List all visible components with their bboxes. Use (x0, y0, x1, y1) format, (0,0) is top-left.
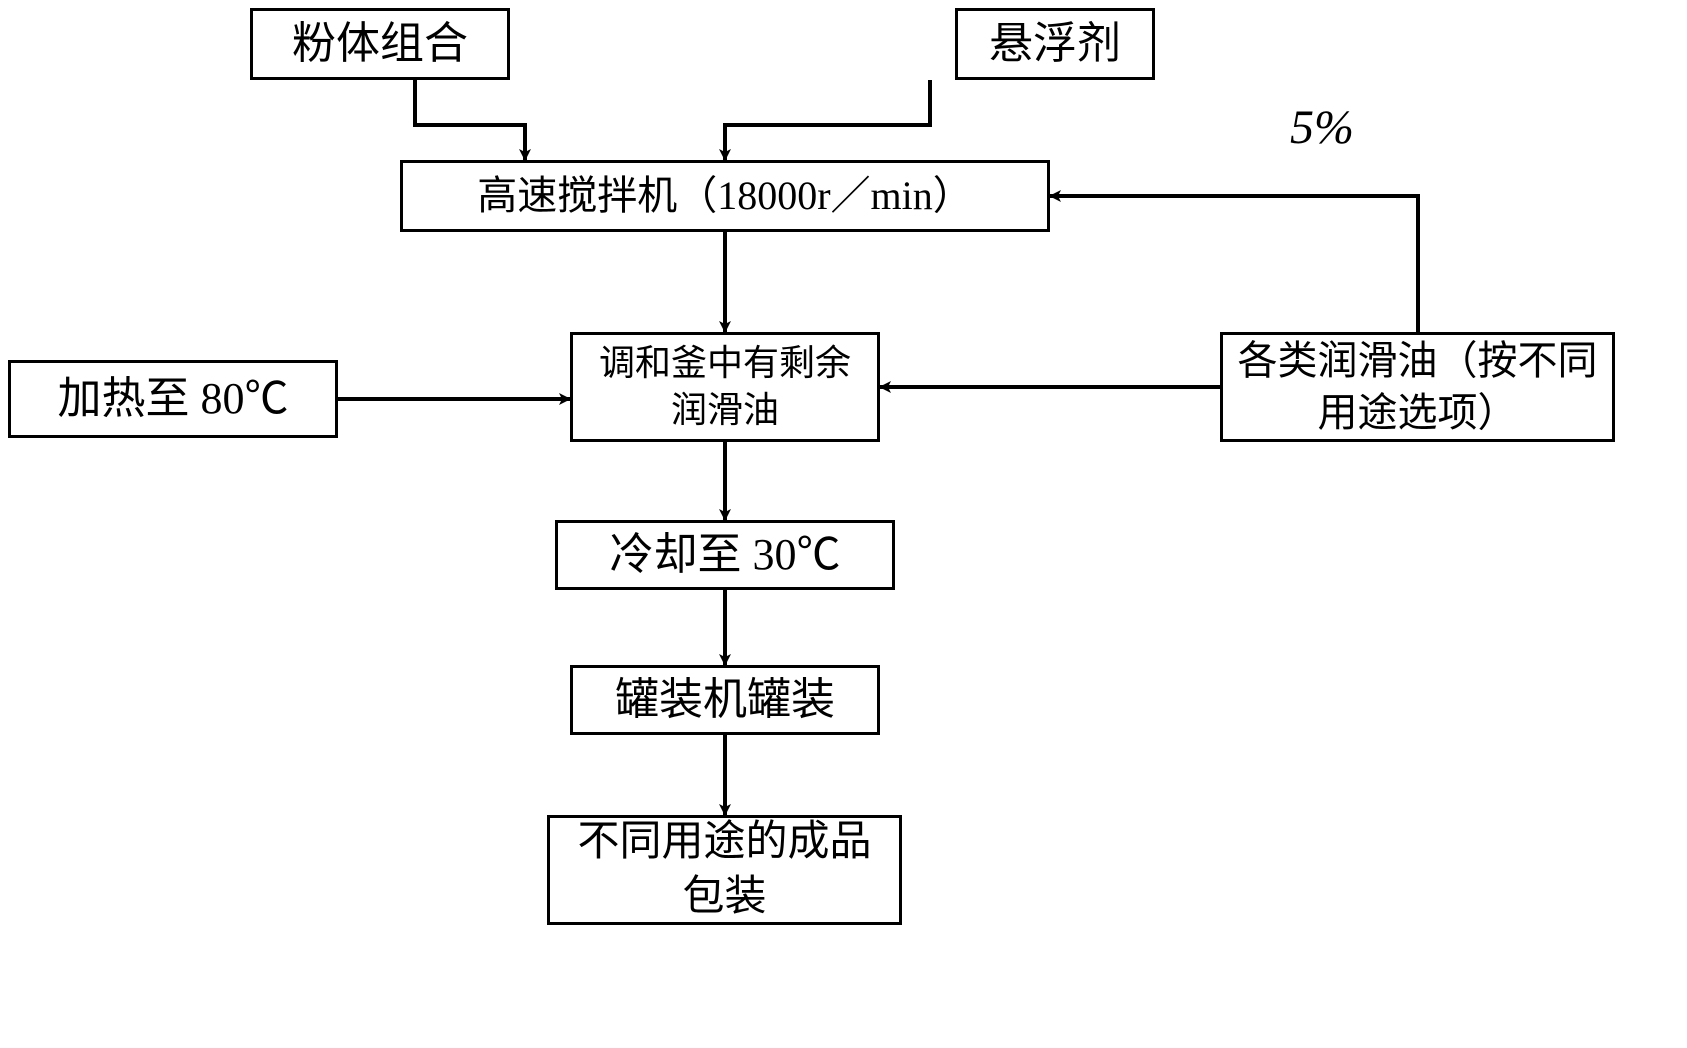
node-powder-combination: 粉体组合 (250, 8, 510, 80)
node-label: 不同用途的成品包装 (560, 815, 889, 924)
node-heat-to-80c: 加热至 80℃ (8, 360, 338, 438)
node-label: 加热至 80℃ (58, 370, 289, 427)
node-label: 冷却至 30℃ (610, 526, 841, 583)
node-label: 高速搅拌机（18000r／min） (477, 170, 973, 222)
annotation-text: 5% (1290, 101, 1354, 154)
node-label: 调和釜中有剩余润滑油 (583, 340, 867, 434)
node-label: 各类润滑油（按不同用途选项） (1233, 335, 1602, 439)
node-label: 粉体组合 (292, 15, 468, 72)
node-high-speed-mixer: 高速搅拌机（18000r／min） (400, 160, 1050, 232)
node-cool-to-30c: 冷却至 30℃ (555, 520, 895, 590)
flowchart-container: 粉体组合 悬浮剂 高速搅拌机（18000r／min） 加热至 80℃ 调和釜中有… (0, 0, 1687, 1048)
node-blending-kettle: 调和釜中有剩余润滑油 (570, 332, 880, 442)
node-various-lubricants: 各类润滑油（按不同用途选项） (1220, 332, 1615, 442)
node-suspending-agent: 悬浮剂 (955, 8, 1155, 80)
annotation-five-percent: 5% (1290, 100, 1354, 155)
node-label: 悬浮剂 (989, 15, 1121, 72)
node-label: 罐装机罐装 (615, 671, 835, 728)
node-canning-machine: 罐装机罐装 (570, 665, 880, 735)
node-finished-packaging: 不同用途的成品包装 (547, 815, 902, 925)
